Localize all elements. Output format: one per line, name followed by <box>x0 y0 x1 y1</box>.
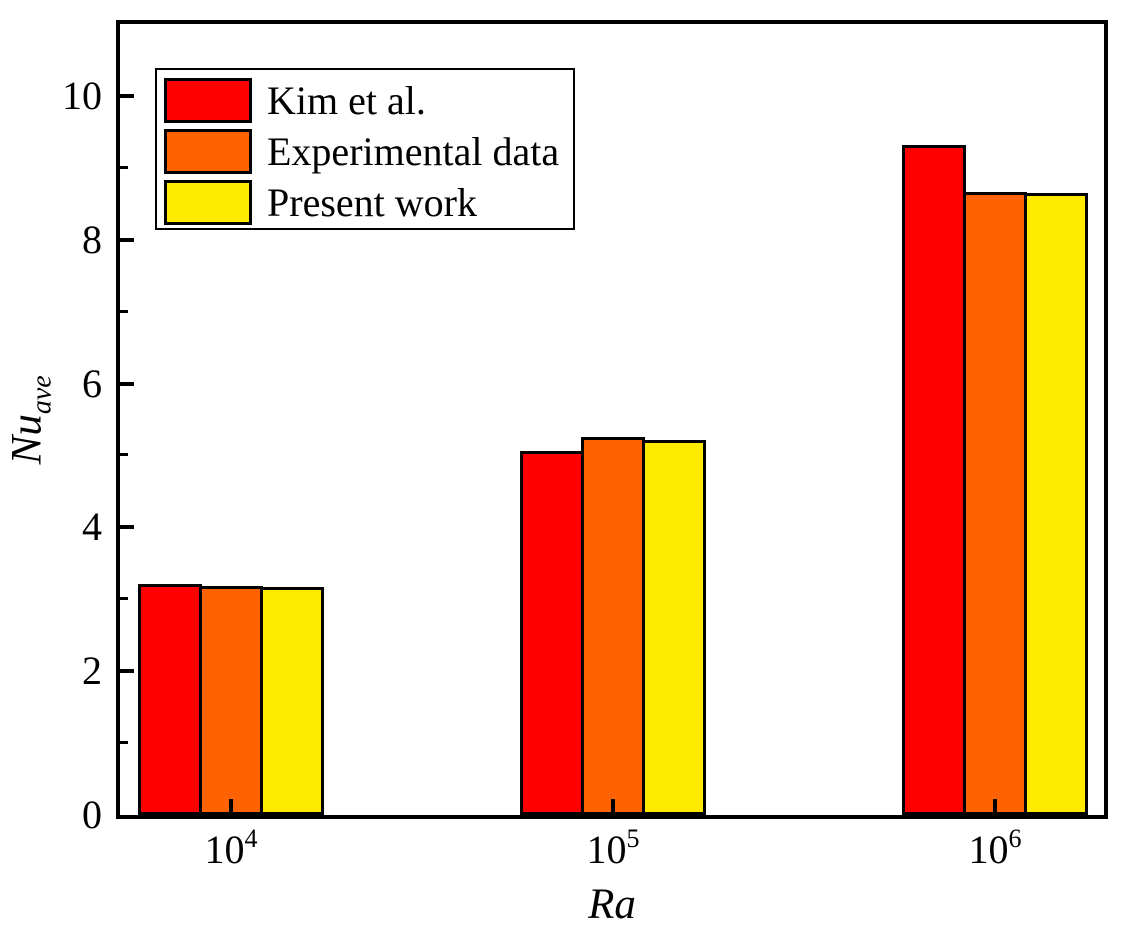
y-tick-label: 10 <box>62 73 102 118</box>
y-major-tick <box>120 94 134 98</box>
y-tick-label: 4 <box>82 504 102 549</box>
legend-row-kim-et-al: Kim et al. <box>157 75 573 126</box>
y-minor-tick <box>120 453 128 456</box>
y-major-tick <box>120 382 134 386</box>
legend: Kim et al. Experimental data Present work <box>155 68 575 230</box>
x-tick-label: 105 <box>586 823 640 872</box>
legend-label-kim-et-al: Kim et al. <box>267 77 426 123</box>
y-tick-label: 8 <box>82 217 102 262</box>
bar-present-work-10e6 <box>1024 193 1088 815</box>
y-major-tick <box>120 525 134 529</box>
bar-present-work-10e5 <box>642 440 706 815</box>
y-minor-tick <box>120 741 128 744</box>
y-tick-label: 2 <box>82 648 102 693</box>
bar-kim-et-al-10e5 <box>520 451 584 815</box>
x-tick-label: 106 <box>968 823 1022 872</box>
ticks-layer <box>120 24 1104 815</box>
legend-label-present-work: Present work <box>267 179 477 225</box>
y-axis-title: Nuave <box>0 24 62 815</box>
bar-present-work-10e4 <box>260 587 324 815</box>
legend-row-experimental-data: Experimental data <box>157 126 573 177</box>
plot-area <box>116 20 1108 819</box>
legend-swatch-present-work <box>164 180 252 225</box>
legend-swatch-kim-et-al <box>164 78 252 123</box>
bars-layer <box>120 24 1104 815</box>
x-major-tick <box>229 799 233 815</box>
y-tick-label: 0 <box>82 792 102 837</box>
y-axis-title-text: Nuave <box>4 374 58 465</box>
y-major-tick <box>120 238 134 242</box>
y-major-tick <box>120 669 134 673</box>
x-major-tick <box>611 799 615 815</box>
y-minor-tick <box>120 310 128 313</box>
x-major-tick <box>993 799 997 815</box>
bar-kim-et-al-10e4 <box>138 584 202 815</box>
x-tick-label: 104 <box>204 823 258 872</box>
x-axis-title: Ra <box>588 881 636 928</box>
bar-experimental-data-10e6 <box>963 192 1027 815</box>
bar-kim-et-al-10e6 <box>902 145 966 815</box>
legend-label-experimental-data: Experimental data <box>267 128 560 174</box>
y-minor-tick <box>120 166 128 169</box>
y-tick-label: 6 <box>82 361 102 406</box>
legend-swatch-experimental-data <box>164 129 252 174</box>
y-minor-tick <box>120 597 128 600</box>
legend-row-present-work: Present work <box>157 177 573 228</box>
